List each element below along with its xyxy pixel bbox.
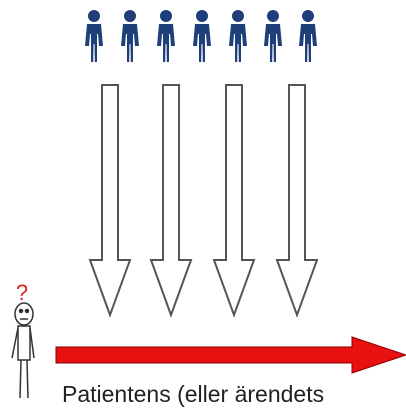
down-arrow: [214, 85, 254, 315]
person-icon: [121, 10, 139, 62]
diagram: ? Patientens (eller ärendets: [0, 0, 406, 408]
down-arrow: [151, 85, 191, 315]
down-arrows: [90, 85, 317, 315]
person-icon: [229, 10, 247, 62]
person-icon: [264, 10, 282, 62]
down-arrow: [90, 85, 130, 315]
people: [85, 10, 317, 62]
person-icon: [193, 10, 211, 62]
down-arrow: [277, 85, 317, 315]
person-icon: [85, 10, 103, 62]
person-icon: [157, 10, 175, 62]
caption: Patientens (eller ärendets: [62, 381, 324, 407]
stick-figure: [12, 303, 34, 398]
question-mark: ?: [16, 280, 28, 305]
person-icon: [299, 10, 317, 62]
timeline-arrow: [56, 337, 406, 373]
